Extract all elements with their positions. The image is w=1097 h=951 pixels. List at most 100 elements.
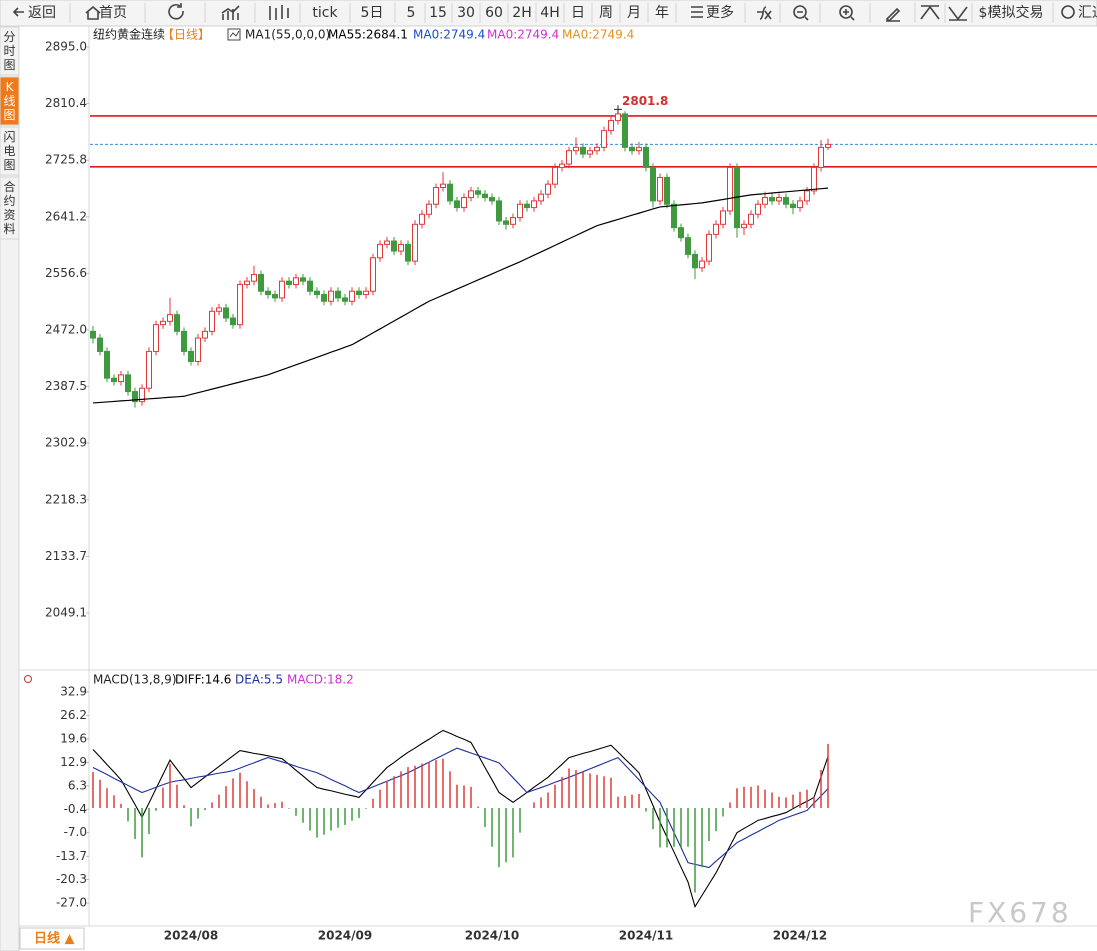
- candle-body: [769, 197, 775, 202]
- y-tick-label: 6.3: [68, 778, 87, 792]
- candle-body: [496, 200, 502, 222]
- candle-body: [314, 290, 320, 296]
- side-tab-box[interactable]: [0, 176, 20, 240]
- side-tab[interactable]: 合约资料: [3, 179, 15, 236]
- toolbar-button[interactable]: 日: [571, 5, 585, 21]
- candle-body: [587, 150, 593, 155]
- y-tick-label: -27.0: [56, 896, 87, 910]
- toolbar-button[interactable]: 15: [429, 5, 447, 21]
- side-tab-box[interactable]: [0, 126, 20, 176]
- candle-body: [230, 317, 236, 326]
- candle-body: [566, 150, 572, 165]
- x-tick-label: 2024/09: [318, 929, 372, 943]
- y-tick-label: 2725.8: [45, 153, 87, 167]
- candle-body: [580, 146, 586, 155]
- settings-icon[interactable]: [24, 675, 32, 683]
- candle-body: [265, 290, 271, 296]
- toolbar-button[interactable]: 首页: [99, 5, 127, 21]
- candle-body: [349, 290, 355, 302]
- candle-body: [797, 200, 803, 209]
- candle-body: [825, 143, 831, 148]
- candle-body: [272, 294, 278, 299]
- candle-body: [468, 190, 474, 199]
- peak-label: 2801.8: [622, 94, 668, 108]
- x-tick-label: 2024/08: [164, 929, 218, 943]
- toolbar-button[interactable]: 30: [457, 5, 475, 21]
- candle-body: [713, 223, 719, 235]
- toolbar-button[interactable]: 4H: [540, 5, 559, 21]
- candle-body: [307, 280, 313, 292]
- toolbar-button[interactable]: 更多: [706, 4, 734, 21]
- candle-body: [454, 200, 460, 209]
- toolbar-button[interactable]: tick: [312, 5, 338, 21]
- candle-body: [650, 166, 656, 202]
- candle-body: [790, 203, 796, 209]
- indicator-label: MA1(55,0,0,0): [245, 28, 330, 42]
- candle-body: [412, 223, 418, 262]
- toolbar-button[interactable]: $模拟交易: [979, 4, 1044, 21]
- pen-icon: [885, 7, 901, 23]
- candle-body: [174, 314, 180, 332]
- candle-body: [356, 290, 362, 296]
- candle-body: [244, 280, 250, 286]
- side-tab[interactable]: 闪电图: [3, 130, 15, 172]
- candle-body: [601, 130, 607, 148]
- candle-body: [685, 237, 691, 255]
- legend-label: MA55:2684.1: [328, 28, 408, 42]
- candle-body: [209, 310, 215, 332]
- toolbar-button[interactable]: 2H: [512, 5, 531, 21]
- y-tick-label: 2472.0: [45, 323, 87, 337]
- x-tick-label: 2024/10: [465, 929, 519, 943]
- candle-body: [202, 330, 208, 339]
- candle-body: [657, 176, 663, 202]
- side-tab[interactable]: K 线图: [3, 80, 15, 122]
- candle-body: [720, 210, 726, 225]
- candle-body: [503, 220, 509, 225]
- candle-body: [258, 273, 264, 292]
- toolbar-button[interactable]: 周: [599, 5, 613, 21]
- candle-body: [118, 374, 124, 383]
- candle-body: [447, 183, 453, 202]
- side-tab-box[interactable]: [0, 26, 20, 76]
- menu-icon: [691, 6, 703, 18]
- toolbar-button[interactable]: 5: [407, 5, 416, 21]
- candle-body: [125, 374, 131, 393]
- toolbar-button[interactable]: 汇通: [1078, 5, 1097, 21]
- indicator-icon-line: [229, 30, 240, 38]
- toolbar-button[interactable]: 返回: [28, 5, 56, 21]
- candle-body: [223, 307, 229, 319]
- home-icon: [85, 5, 101, 20]
- toolbar-icons: [12, 3, 1075, 23]
- candle-body: [573, 146, 579, 152]
- toolbar-button[interactable]: 月: [627, 5, 641, 21]
- candle-body: [146, 350, 152, 389]
- candle-body: [482, 193, 488, 199]
- x-tick-label: 2024/11: [619, 929, 673, 943]
- candle-body: [391, 240, 397, 252]
- candle-body: [90, 330, 96, 339]
- y-tick-label: -7.0: [64, 825, 87, 839]
- toolbar-button[interactable]: 年: [655, 5, 669, 21]
- candle-body: [293, 277, 299, 286]
- candle-body: [139, 387, 145, 403]
- period-button-box[interactable]: [19, 927, 85, 950]
- candle-body: [251, 273, 257, 282]
- period-button[interactable]: 日线 ▲: [34, 931, 75, 947]
- y-tick-label: 2133.7: [45, 549, 87, 563]
- y-tick-label: 12.9: [60, 755, 87, 769]
- side-bar: [0, 25, 20, 951]
- candle-body: [335, 290, 341, 299]
- candle-body: [384, 240, 390, 245]
- candle-body: [475, 190, 481, 195]
- y-tick-label: -20.3: [56, 872, 87, 886]
- macd-line: [92, 747, 829, 869]
- chart-icon: [221, 5, 240, 20]
- side-tab-box[interactable]: [0, 76, 20, 126]
- indicator-icon: [227, 28, 241, 41]
- candle-body: [706, 233, 712, 262]
- side-tab[interactable]: 分时图: [3, 30, 15, 72]
- candle-body: [132, 391, 138, 403]
- toolbar-button[interactable]: 5日: [361, 5, 384, 21]
- toolbar-button[interactable]: 60: [485, 5, 503, 21]
